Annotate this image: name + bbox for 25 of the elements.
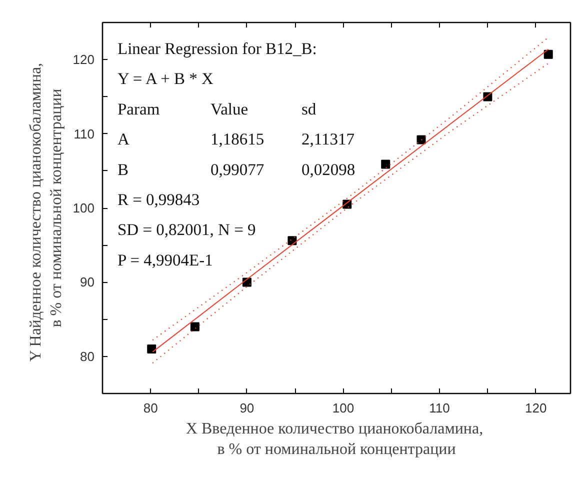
annotation: R = 0,99843 <box>118 190 200 209</box>
x-tick-label: 120 <box>524 400 547 416</box>
annotation: Y = A + B * X <box>118 69 214 88</box>
text: A 1,18615 2,11317 <box>118 130 355 149</box>
point <box>416 135 426 144</box>
y-tick-label: 80 <box>80 348 95 364</box>
y-tick-label: 90 <box>80 274 95 290</box>
point <box>544 50 553 59</box>
annotation: Linear Regression for B12_B: <box>118 39 317 58</box>
x-tick-label: 100 <box>332 400 354 416</box>
y-tick-label: 100 <box>72 200 95 216</box>
x-tick-label: 110 <box>429 400 450 416</box>
text: Param Value sd <box>118 99 316 118</box>
y-tick-label: 120 <box>72 52 95 68</box>
y-tick-label: 110 <box>74 126 95 142</box>
x-tick-label: 90 <box>240 400 254 416</box>
point <box>381 160 390 169</box>
x-tick-label: 80 <box>143 400 158 416</box>
text: B 0,99077 0,02098 <box>118 160 356 179</box>
point <box>147 344 156 354</box>
y-axis-title: Y Найденное количество цианокобаламина, в % от номинальной концентрации <box>27 62 65 362</box>
x-axis-title: X Введенное количество цианокобаламина, в % от номинальной концентрации <box>186 420 484 458</box>
point <box>190 322 200 332</box>
annotation: SD = 0,82001, N = 9 <box>118 220 256 240</box>
annotation: P = 4,9904E-1 <box>118 250 213 270</box>
